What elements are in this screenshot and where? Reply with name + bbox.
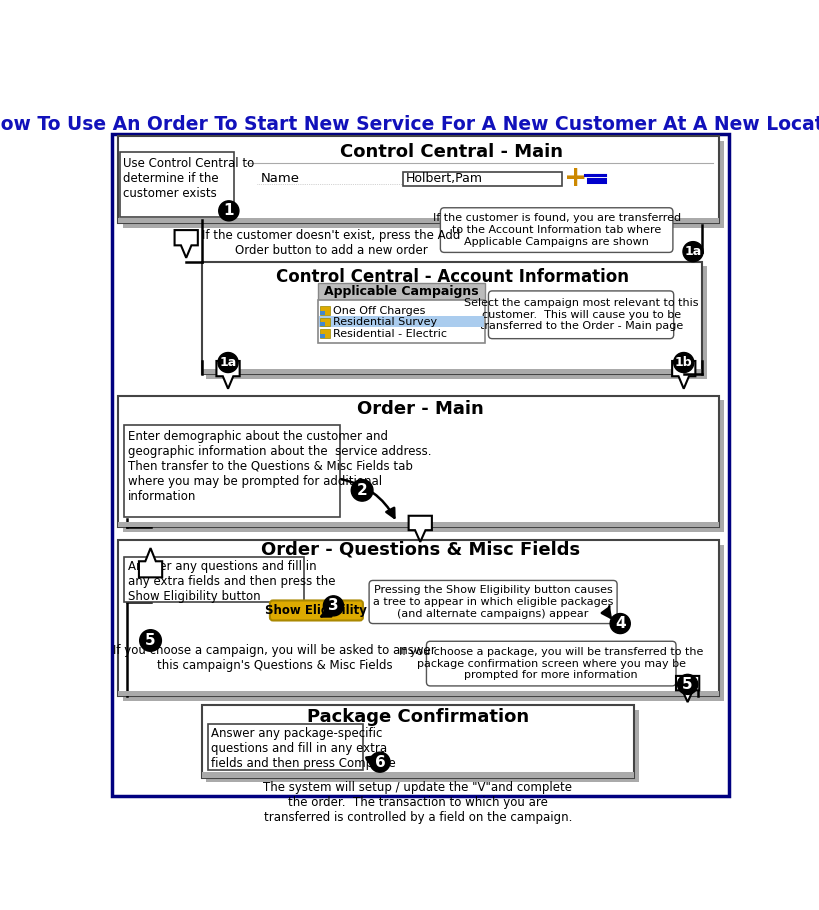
Text: 2: 2 <box>356 483 367 498</box>
Bar <box>118 136 718 223</box>
Text: Applicable Campaigns: Applicable Campaigns <box>324 285 477 298</box>
Text: Show Eligibility: Show Eligibility <box>265 604 367 617</box>
Text: Order - Main: Order - Main <box>356 399 483 418</box>
Circle shape <box>676 674 697 694</box>
Text: 6: 6 <box>374 754 385 770</box>
Text: Package Confirmation: Package Confirmation <box>306 709 528 726</box>
Bar <box>118 217 718 223</box>
Bar <box>201 705 633 777</box>
Text: 5: 5 <box>681 677 692 692</box>
Text: If you choose a campaign, you will be asked to answer
this campaign's Questions : If you choose a campaign, you will be as… <box>113 643 436 672</box>
Text: Residential Survey: Residential Survey <box>333 318 437 328</box>
Bar <box>118 396 718 527</box>
Text: How To Use An Order To Start New Service For A New Customer At A New Location: How To Use An Order To Start New Service… <box>0 115 819 134</box>
Circle shape <box>139 630 161 652</box>
Circle shape <box>609 613 630 633</box>
Bar <box>206 710 638 783</box>
Polygon shape <box>408 516 432 542</box>
Text: Answer any questions and fill in
any extra fields and then press the
Show Eligib: Answer any questions and fill in any ext… <box>128 561 335 603</box>
Text: 1a: 1a <box>219 356 237 369</box>
Bar <box>201 369 702 374</box>
Bar <box>403 172 561 187</box>
Polygon shape <box>216 361 239 389</box>
Polygon shape <box>675 676 699 703</box>
Bar <box>206 267 706 379</box>
Text: If the customer doesn't exist, press the Add
Order button to add a new order: If the customer doesn't exist, press the… <box>201 229 459 258</box>
Bar <box>118 691 718 696</box>
Text: The system will setup / update the "V"and complete
the order.  The transaction t: The system will setup / update the "V"an… <box>263 782 572 824</box>
Bar <box>118 522 718 527</box>
Text: Pressing the Show Eligibility button causes
a tree to appear in which eligible p: Pressing the Show Eligibility button cau… <box>373 585 613 619</box>
FancyBboxPatch shape <box>440 207 672 252</box>
Text: 1a: 1a <box>684 245 701 258</box>
Circle shape <box>351 480 373 501</box>
Text: Control Central - Account Information: Control Central - Account Information <box>276 268 628 286</box>
Circle shape <box>369 753 390 773</box>
Bar <box>320 322 324 327</box>
Text: 1: 1 <box>224 203 233 218</box>
FancyBboxPatch shape <box>269 601 363 621</box>
Circle shape <box>218 352 238 372</box>
Bar <box>318 300 484 342</box>
Bar <box>201 773 633 777</box>
Bar <box>123 141 723 228</box>
Bar <box>123 545 723 701</box>
Bar <box>124 425 339 517</box>
Bar <box>124 557 304 602</box>
Text: If you choose a package, you will be transferred to the
package confirmation scr: If you choose a package, you will be tra… <box>399 647 703 680</box>
Bar <box>123 400 723 532</box>
Text: +: + <box>563 165 587 193</box>
FancyBboxPatch shape <box>488 291 673 339</box>
Bar <box>320 311 324 315</box>
Bar <box>320 329 330 338</box>
Text: 1b: 1b <box>674 356 692 369</box>
Text: Holbert,Pam: Holbert,Pam <box>405 172 482 185</box>
Text: Answer any package-specific
questions and fill in any extra
fields and then pres: Answer any package-specific questions an… <box>210 727 396 770</box>
Text: 3: 3 <box>328 599 338 613</box>
Bar <box>118 541 718 696</box>
Polygon shape <box>138 548 162 577</box>
Text: Residential - Electric: Residential - Electric <box>333 329 447 339</box>
Circle shape <box>219 201 238 221</box>
Polygon shape <box>174 230 197 258</box>
Bar <box>120 152 234 217</box>
Text: Enter demographic about the customer and
geographic information about the  servi: Enter demographic about the customer and… <box>128 430 431 502</box>
Text: Use Control Central to
determine if the
customer exists: Use Control Central to determine if the … <box>123 157 254 200</box>
Circle shape <box>323 596 343 616</box>
Text: If the customer is found, you are transferred
to the Account Information tab whe: If the customer is found, you are transf… <box>432 214 680 247</box>
Text: 5: 5 <box>145 633 156 648</box>
Bar <box>319 317 483 327</box>
Text: 4: 4 <box>614 616 625 631</box>
Bar <box>320 307 330 315</box>
Text: Name: Name <box>260 172 299 185</box>
Polygon shape <box>672 361 695 389</box>
Text: One Off Charges: One Off Charges <box>333 306 425 316</box>
Bar <box>320 334 324 338</box>
Bar <box>208 723 363 770</box>
Circle shape <box>682 242 702 262</box>
FancyBboxPatch shape <box>369 581 617 623</box>
Bar <box>320 318 330 327</box>
Circle shape <box>673 352 693 372</box>
Text: Order - Questions & Misc Fields: Order - Questions & Misc Fields <box>260 541 579 559</box>
Text: Control Central - Main: Control Central - Main <box>339 143 562 160</box>
FancyBboxPatch shape <box>426 642 675 686</box>
Text: Select the campaign most relevant to this
customer.  This will cause you to be
t: Select the campaign most relevant to thi… <box>464 298 698 331</box>
Bar <box>318 283 484 300</box>
Bar <box>201 262 702 374</box>
